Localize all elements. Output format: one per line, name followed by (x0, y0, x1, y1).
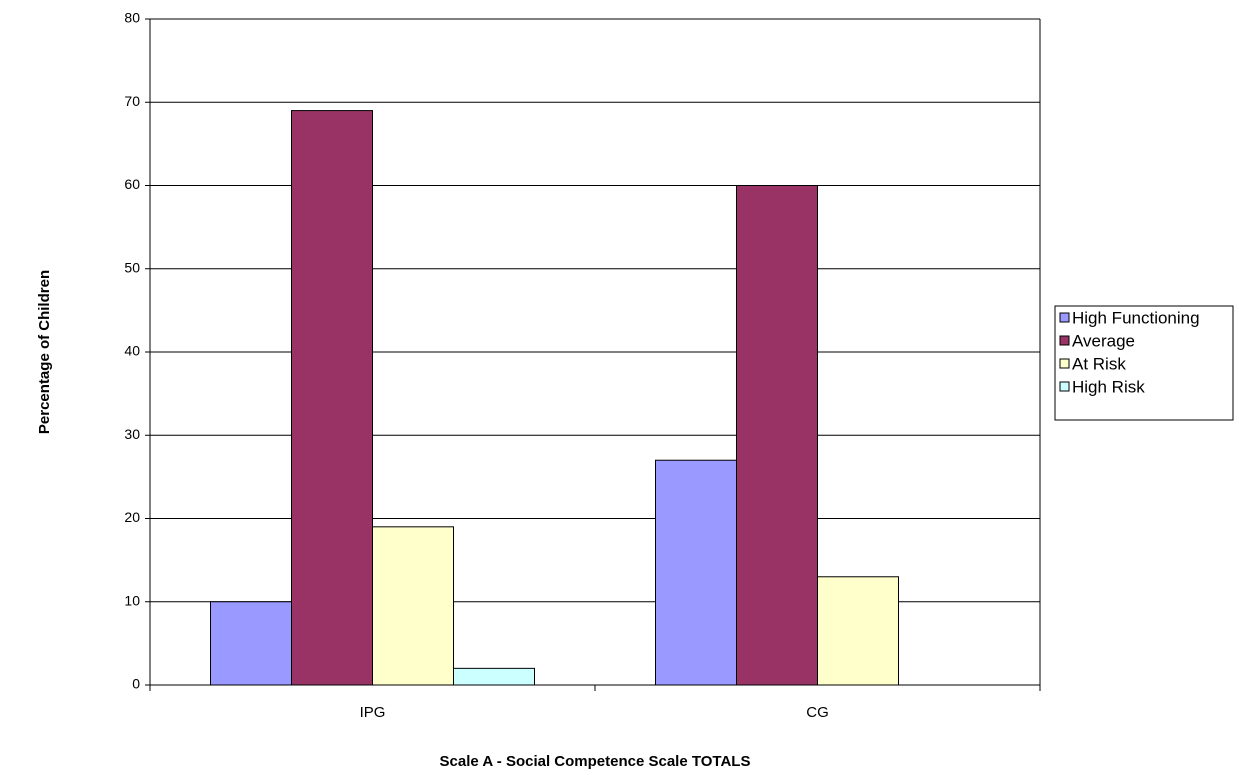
y-tick-label: 60 (124, 176, 140, 192)
x-axis-title: Scale A - Social Competence Scale TOTALS (440, 753, 751, 770)
y-tick-label: 20 (124, 509, 140, 525)
x-tick-label: IPG (360, 704, 386, 721)
bar (817, 576, 899, 686)
legend-label: At Risk (1072, 354, 1126, 373)
legend-label: Average (1072, 331, 1135, 350)
bar (453, 667, 535, 686)
legend-swatch (1059, 358, 1070, 369)
bar (210, 601, 292, 686)
x-tick-label: CG (806, 704, 829, 721)
legend-swatch (1059, 381, 1070, 392)
legend-label: High Risk (1072, 377, 1145, 396)
y-tick-label: 80 (124, 10, 140, 26)
y-tick-label: 70 (124, 93, 140, 109)
bar (372, 526, 454, 686)
y-tick-label: 50 (124, 259, 140, 275)
y-tick-label: 40 (124, 343, 140, 359)
y-tick-label: 30 (124, 426, 140, 442)
legend-swatch (1059, 335, 1070, 346)
legend-swatch (1059, 312, 1070, 323)
y-tick-label: 0 (132, 676, 140, 692)
legend-label: High Functioning (1072, 308, 1200, 327)
bar (736, 185, 818, 686)
legend-box (1054, 305, 1234, 421)
bar (655, 459, 737, 686)
bar (291, 110, 373, 686)
y-tick-label: 10 (124, 592, 140, 608)
y-axis-title: Percentage of Children (36, 270, 53, 434)
